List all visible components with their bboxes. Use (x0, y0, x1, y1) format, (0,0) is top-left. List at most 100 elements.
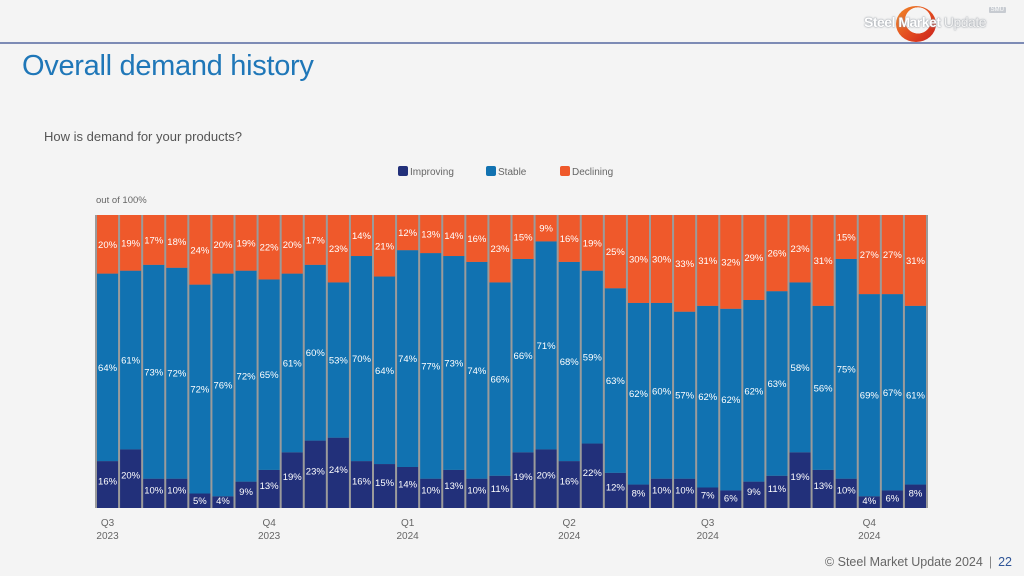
bar-segment-stable (327, 282, 349, 438)
bar-segment-stable (604, 288, 626, 473)
bar-segment-stable (835, 258, 857, 479)
data-label-improving: 11% (491, 484, 510, 495)
data-label-declining: 13% (421, 230, 441, 241)
bar-segment-declining (697, 215, 719, 306)
data-label-declining: 27% (860, 250, 880, 261)
bar-segment-improving (881, 490, 903, 508)
bar-segment-improving (627, 484, 649, 508)
data-label-declining: 33% (675, 259, 695, 270)
data-label-declining: 21% (375, 241, 395, 252)
chart-question: How is demand for your products? (44, 129, 242, 144)
data-label-declining: 27% (883, 250, 903, 261)
bar-segment-stable (143, 264, 165, 479)
data-label-declining: 20% (213, 240, 233, 251)
x-tick-label-quarter: Q1 (401, 518, 415, 529)
bar-segment-stable (120, 270, 142, 450)
data-label-improving: 10% (421, 485, 441, 496)
data-label-declining: 30% (652, 254, 672, 265)
legend-swatch-declining (560, 166, 570, 176)
data-label-stable: 62% (721, 395, 741, 406)
data-label-stable: 59% (583, 353, 603, 364)
x-tick-label-year: 2024 (858, 531, 881, 542)
data-label-declining: 17% (306, 235, 326, 246)
bar-segment-stable (627, 302, 649, 485)
x-tick-label-year: 2024 (558, 531, 581, 542)
bar-segment-improving (189, 493, 211, 508)
bar-segment-declining (881, 215, 903, 295)
bar-segment-declining (743, 215, 765, 300)
data-label-stable: 63% (606, 376, 626, 387)
bar-segment-declining (674, 215, 696, 312)
bar-segment-declining (812, 215, 834, 306)
bar-segment-improving (350, 461, 372, 508)
bar-segment-improving (558, 461, 580, 508)
data-label-stable: 60% (306, 348, 326, 359)
bar-segment-improving (581, 443, 603, 508)
bar-segment-stable (235, 270, 257, 482)
data-label-improving: 4% (216, 496, 230, 507)
x-tick-label-quarter: Q4 (262, 518, 276, 529)
data-label-declining: 31% (814, 256, 834, 267)
bar-segment-improving (466, 478, 488, 508)
data-label-stable: 71% (537, 341, 557, 352)
bar-segment-declining (420, 215, 442, 254)
x-tick-label-quarter: Q2 (563, 518, 577, 529)
data-label-improving: 16% (352, 477, 372, 488)
legend-label-declining: Declining (572, 167, 614, 178)
data-label-declining: 26% (767, 249, 787, 260)
bar-segment-declining (651, 215, 673, 303)
data-label-stable: 58% (791, 363, 811, 374)
data-label-declining: 15% (837, 232, 857, 243)
bar-segment-declining (558, 215, 580, 262)
data-label-stable: 72% (190, 385, 210, 396)
bar-segment-declining (512, 215, 534, 259)
data-label-stable: 68% (560, 357, 580, 368)
data-label-stable: 57% (675, 391, 695, 402)
bar-segment-stable (697, 305, 719, 488)
bar-segment-improving (674, 478, 696, 508)
x-tick-label-quarter: Q4 (863, 518, 877, 529)
data-label-improving: 13% (814, 481, 834, 492)
bar-segment-declining (397, 215, 419, 251)
data-label-stable: 76% (213, 380, 233, 391)
bar-segment-improving (374, 464, 396, 508)
bar-segment-declining (835, 215, 857, 259)
data-label-declining: 22% (260, 243, 280, 254)
data-label-stable: 74% (467, 366, 487, 377)
bar-segment-stable (766, 291, 788, 476)
data-label-improving: 9% (747, 487, 761, 498)
bar-segment-stable (651, 302, 673, 479)
data-label-improving: 10% (652, 485, 672, 496)
data-label-stable: 61% (283, 358, 303, 369)
bar-segment-declining (304, 215, 326, 265)
bar-segment-declining (327, 215, 349, 283)
bar-segment-declining (281, 215, 303, 274)
data-label-stable: 64% (375, 366, 395, 377)
bar-segment-improving (420, 478, 442, 508)
data-label-stable: 61% (906, 391, 926, 402)
bar-segment-stable (535, 241, 557, 450)
data-label-declining: 16% (560, 234, 580, 245)
bar-segment-improving (166, 478, 188, 508)
bar-segment-stable (858, 294, 880, 497)
bar-segment-declining (166, 215, 188, 268)
data-label-declining: 19% (121, 238, 141, 249)
bar-segment-declining (374, 215, 396, 277)
data-label-improving: 13% (260, 481, 280, 492)
data-label-stable: 66% (514, 351, 534, 362)
bar-segment-declining (350, 215, 372, 257)
bar-segment-stable (674, 311, 696, 479)
data-label-improving: 4% (862, 496, 876, 507)
data-label-stable: 73% (144, 367, 164, 378)
legend-item-improving: Improving (398, 166, 454, 178)
legend-label-improving: Improving (410, 167, 454, 178)
bar-segment-improving (535, 449, 557, 508)
data-label-improving: 5% (193, 496, 207, 507)
data-label-stable: 62% (744, 386, 764, 397)
bar-segment-improving (651, 478, 673, 508)
data-label-improving: 13% (444, 481, 464, 492)
bar-segment-improving (212, 496, 234, 508)
x-tick-label-year: 2024 (397, 531, 420, 542)
page-number: 22 (998, 555, 1012, 569)
data-label-stable: 65% (260, 370, 280, 381)
